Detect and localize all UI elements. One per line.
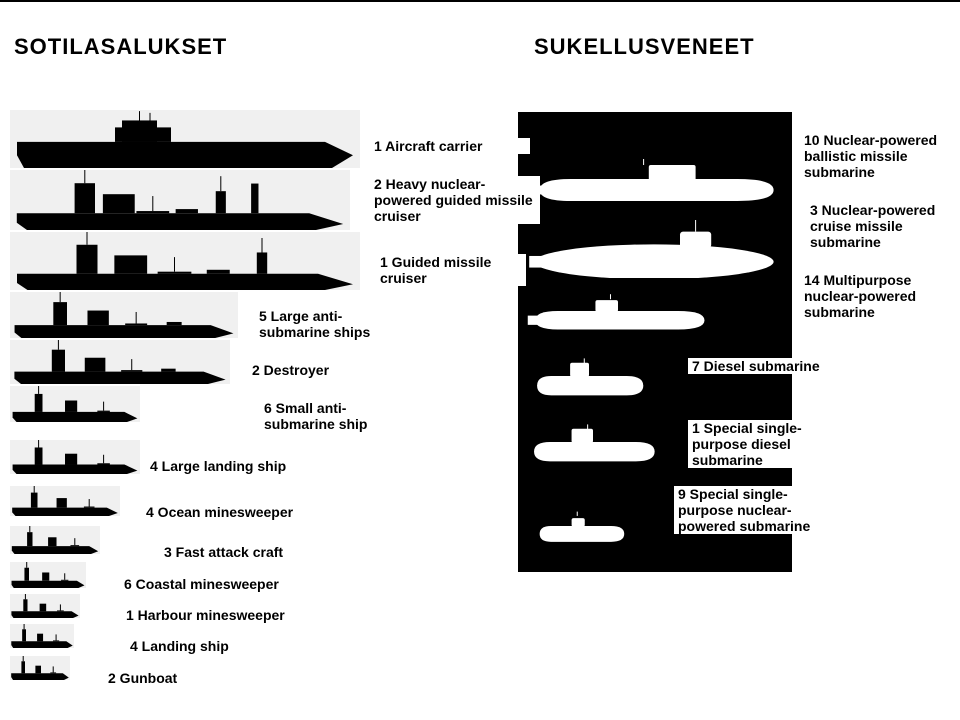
ship-silhouette-fast-attack [10, 526, 100, 554]
ship-silhouette-small-asw [10, 386, 140, 422]
sub-label-special-ssk: 1 Special single-purpose diesel submarin… [688, 420, 858, 468]
ship-label-gunboat: 2 Gunboat [104, 670, 224, 686]
ship-silhouette-landing-ship [10, 624, 74, 648]
ship-label-harbour-minesweeper: 1 Harbour minesweeper [122, 607, 322, 623]
ship-silhouette-missile-cruiser [10, 232, 360, 290]
heading-ships: SOTILASALUKSET [14, 34, 227, 60]
ship-silhouette-coastal-minesweeper [10, 562, 86, 588]
sub-silhouette-ssk [530, 354, 648, 398]
ship-label-small-asw: 6 Small anti-submarine ship [260, 400, 410, 432]
ship-silhouette-heavy-cruiser [10, 170, 350, 230]
sub-silhouette-special-ssn [534, 508, 628, 544]
ship-silhouette-large-asw [10, 292, 238, 338]
ship-label-missile-cruiser: 1 Guided missile cruiser [376, 254, 526, 286]
ship-label-large-asw: 5 Large anti-submarine ships [255, 308, 415, 340]
sub-label-ssgn: 3 Nuclear-powered cruise missile submari… [806, 202, 952, 250]
sub-label-special-ssn: 9 Special single-purpose nuclear-powered… [674, 486, 844, 534]
ship-silhouette-aircraft-carrier [10, 110, 360, 168]
ship-label-large-landing: 4 Large landing ship [146, 458, 326, 474]
ship-label-coastal-minesweeper: 6 Coastal minesweeper [120, 576, 320, 592]
sub-silhouette-ssn [524, 290, 712, 332]
heading-subs: SUKELLUSVENEET [534, 34, 755, 60]
ship-silhouette-destroyer [10, 340, 230, 384]
ship-label-destroyer: 2 Destroyer [248, 362, 368, 378]
ship-label-fast-attack: 3 Fast attack craft [160, 544, 330, 560]
sub-silhouette-special-ssk [526, 420, 660, 464]
ship-label-landing-ship: 4 Landing ship [126, 638, 276, 654]
ship-label-ocean-minesweeper: 4 Ocean minesweeper [142, 504, 322, 520]
ship-silhouette-gunboat [10, 656, 70, 680]
ship-silhouette-large-landing [10, 440, 140, 474]
sub-label-ssbn: 10 Nuclear-powered ballistic missile sub… [800, 132, 952, 180]
sub-label-ssk: 7 Diesel submarine [688, 358, 828, 374]
sub-label-ssn: 14 Multipurpose nuclear-powered submarin… [800, 272, 952, 320]
ship-label-aircraft-carrier: 1 Aircraft carrier [370, 138, 530, 154]
ship-label-heavy-cruiser: 2 Heavy nuclear-powered guided missile c… [370, 176, 540, 224]
sub-silhouette-ssgn [524, 220, 784, 278]
ship-silhouette-ocean-minesweeper [10, 486, 120, 516]
ship-silhouette-harbour-minesweeper [10, 594, 80, 618]
sub-silhouette-ssbn [524, 154, 784, 204]
